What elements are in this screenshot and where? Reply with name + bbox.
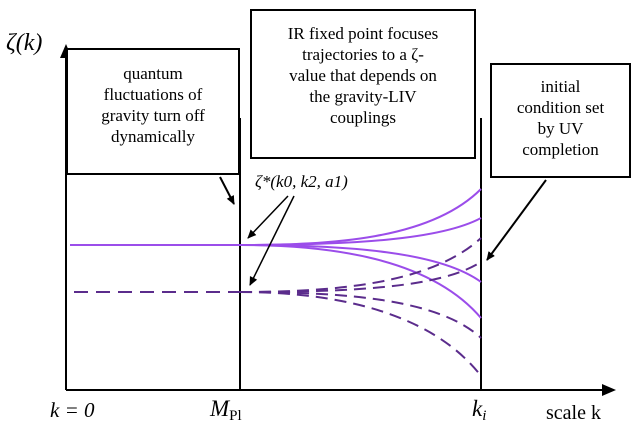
x-tick-planck-symbol: M bbox=[210, 396, 230, 421]
dashed-trajectory-high bbox=[239, 237, 482, 293]
x-axis-label: scale k bbox=[546, 402, 601, 424]
dashed-trajectory-low bbox=[239, 291, 482, 377]
center-box-line: trajectories to a ζ- bbox=[302, 45, 424, 64]
left-box-arrow bbox=[219, 176, 235, 205]
y-axis-label: ζ(k) bbox=[6, 30, 43, 56]
fixed-point-label: ζ*(k0, k2, a1) bbox=[255, 172, 348, 191]
left-box-line: dynamically bbox=[110, 127, 196, 146]
center-annotation-box: IR fixed point focuses trajectories to a… bbox=[250, 9, 476, 159]
right-box-line: by UV bbox=[537, 119, 584, 138]
left-box-line: quantum bbox=[123, 64, 183, 83]
x-tick-planck: MPl bbox=[210, 396, 242, 425]
right-box-line: completion bbox=[522, 140, 599, 159]
center-box-line: IR fixed point focuses bbox=[287, 24, 439, 43]
solid-trajectory-mid-low bbox=[239, 244, 482, 283]
x-tick-initial-symbol: k bbox=[472, 396, 483, 421]
x-tick-planck-subscript: Pl bbox=[229, 408, 242, 424]
center-box-line: value that depends on bbox=[289, 66, 437, 85]
solid-trajectory-low bbox=[239, 244, 482, 319]
x-axis-arrow-icon bbox=[602, 384, 616, 396]
right-box-arrow bbox=[486, 179, 547, 261]
left-box-line: fluctuations of bbox=[103, 85, 203, 104]
solid-trajectory-high bbox=[239, 188, 482, 246]
center-box-line: the gravity-LIV bbox=[309, 87, 417, 106]
left-annotation-box: quantum fluctuations of gravity turn off… bbox=[66, 48, 240, 175]
x-tick-initial: ki bbox=[472, 396, 486, 425]
right-box-line: initial bbox=[540, 77, 581, 96]
dashed-trajectory-mid-low bbox=[239, 291, 482, 339]
fixed-point-arrow-dashed bbox=[249, 195, 295, 286]
x-tick-initial-subscript: i bbox=[482, 408, 487, 424]
center-box-line: couplings bbox=[329, 108, 397, 127]
fixed-point-arrow-solid bbox=[247, 195, 289, 239]
x-tick-zero: k = 0 bbox=[50, 398, 95, 422]
right-box-line: condition set bbox=[516, 98, 605, 117]
right-annotation-box: initial condition set by UV completion bbox=[490, 63, 631, 178]
left-box-line: gravity turn off bbox=[101, 106, 205, 125]
